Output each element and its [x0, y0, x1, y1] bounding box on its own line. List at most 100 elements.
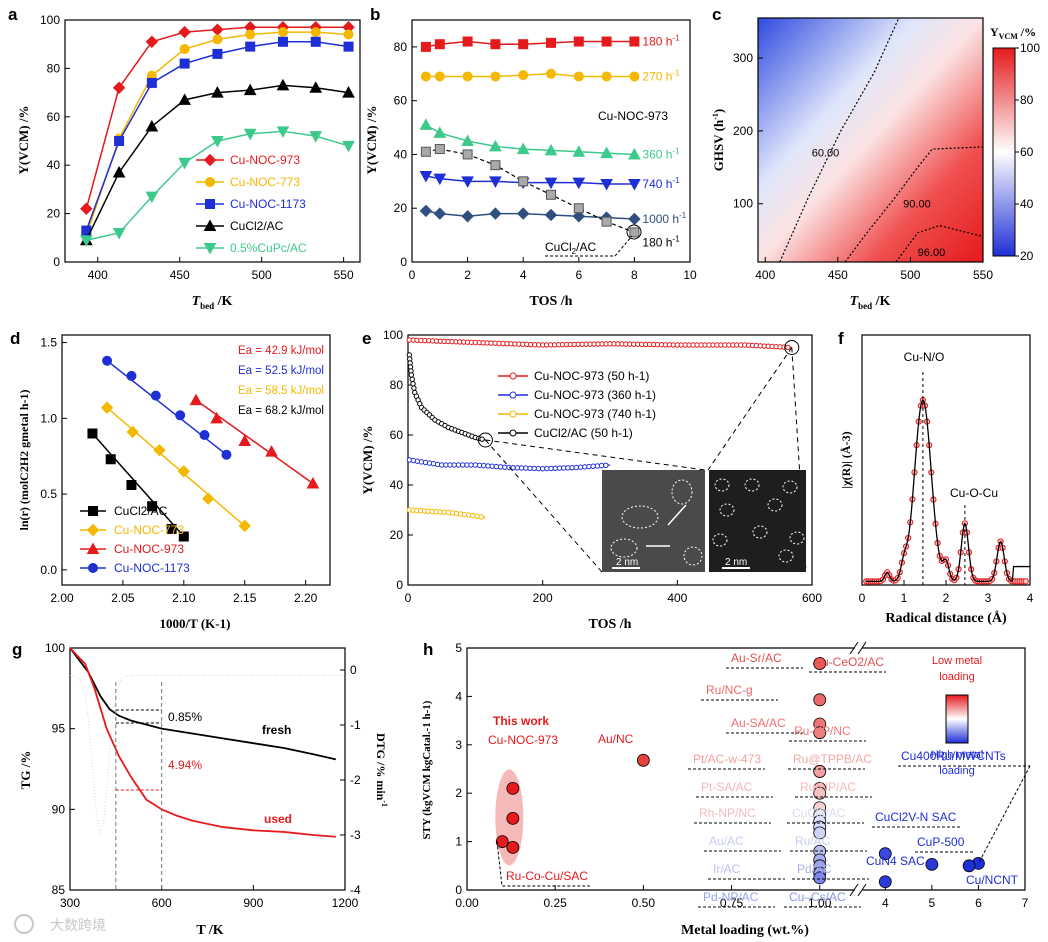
data-point-d — [166, 523, 177, 534]
x-tick-label: 2.10 — [172, 591, 196, 605]
data-point-d — [177, 465, 191, 478]
colorbar-label: loading — [939, 765, 974, 777]
data-point-h — [878, 875, 892, 889]
y-tick-label-right: -4 — [350, 883, 361, 897]
data-point-a — [243, 83, 257, 96]
watermark-text: 大数跨境 — [50, 917, 106, 933]
peak-label: Cu-N/O — [904, 350, 945, 364]
y-tick-label-right: -3 — [350, 828, 361, 842]
legend-marker — [205, 199, 215, 209]
highlight-circle — [784, 340, 800, 355]
cucl2-label: CuCl2/AC — [545, 240, 596, 256]
data-point-b — [628, 179, 641, 191]
x-axis-label: TOS /h — [530, 294, 573, 309]
contour-label: 90.00 — [903, 198, 931, 210]
point-label: Au/NC — [598, 732, 634, 746]
data-point-b — [572, 145, 586, 157]
data-point-d — [126, 425, 139, 439]
series-label: 1000 h-1 — [642, 211, 686, 226]
legend-marker — [86, 542, 100, 554]
series-line — [425, 124, 635, 156]
data-point-a — [211, 86, 224, 98]
data-point-e — [785, 344, 791, 350]
data-point-a — [212, 34, 223, 45]
data-point-d — [126, 480, 137, 490]
data-point-h — [636, 753, 650, 767]
data-point-b — [573, 71, 584, 82]
data-point-a — [79, 235, 93, 247]
data-point-b — [489, 207, 502, 220]
data-point-d — [153, 443, 166, 457]
x-tick-label: 8 — [631, 268, 638, 282]
plot-frame-h — [466, 647, 855, 891]
heatmap-area — [758, 18, 983, 262]
x-tick-label: 7 — [1022, 896, 1029, 910]
point-label: Au/AC — [709, 834, 744, 848]
data-point-d — [150, 390, 161, 401]
particle-marker — [782, 480, 798, 494]
y-tick-label: 80 — [394, 40, 408, 54]
series-line — [425, 148, 635, 233]
legend-entry: Cu-NOC-973 (360 h-1) — [534, 388, 656, 402]
contour-label: 60.00 — [812, 147, 840, 159]
data-point-b — [419, 170, 433, 183]
y-axis-label: GHSV (h-1) — [711, 109, 726, 171]
legend-entry: Cu-NOC-973 (740 h-1) — [534, 407, 656, 421]
x-tick-label: 400 — [88, 268, 108, 282]
ea-label: Ea = 68.2 kJ/mol — [238, 405, 324, 417]
data-point-h — [813, 765, 827, 778]
y-tick-label: 100 — [733, 197, 753, 211]
legend-entry: Cu-NOC-773 — [114, 523, 184, 537]
contour-96 — [895, 224, 984, 263]
x-tick-label: 0 — [859, 591, 866, 605]
x-tick-label: 2.15 — [233, 591, 257, 605]
data-point-a — [114, 136, 125, 146]
x-tick-label: 200 — [533, 591, 553, 605]
panel-letter: a — [8, 5, 18, 24]
point-label: Au-Sr/AC — [731, 651, 782, 665]
data-point-b — [433, 207, 447, 220]
series-line-Cu-NOC-773 — [85, 31, 349, 236]
particle-marker — [767, 498, 783, 512]
y-tick-label: 1.5 — [40, 336, 57, 350]
scale-bar-label: 2 nm — [616, 557, 638, 568]
point-label: Ir/AC — [713, 862, 741, 876]
y-tick-label: 85 — [52, 883, 66, 897]
series-line — [69, 647, 336, 838]
y-tick-label: 0.5 — [40, 487, 57, 501]
data-point-e — [478, 514, 484, 520]
colorbar — [945, 694, 969, 744]
this-work-label: Cu-NOC-973 — [488, 733, 558, 747]
x-tick-label: 0.50 — [632, 896, 656, 910]
data-point-b — [518, 70, 529, 81]
data-point-e — [474, 513, 480, 519]
data-point-d — [100, 401, 114, 414]
y-tick-label: 3 — [455, 738, 462, 752]
x-axis-label: Radical distance (Å) — [885, 610, 1007, 626]
data-point-a — [146, 77, 157, 88]
contour-60 — [779, 17, 900, 263]
data-point-h — [495, 835, 509, 848]
data-point-b — [490, 71, 501, 82]
data-point-b — [490, 39, 501, 50]
data-point-a — [243, 128, 257, 141]
legend-marker — [509, 391, 517, 399]
fit-line — [866, 398, 1030, 583]
data-point-b — [601, 216, 612, 227]
leader-line — [485, 439, 706, 471]
x-tick-label: 2.05 — [111, 591, 135, 605]
data-point-a — [178, 157, 191, 170]
panel-letter: d — [10, 329, 20, 348]
legend-entry: CuCl2/AC — [230, 219, 284, 233]
data-point-b — [628, 147, 641, 160]
data-point-h — [962, 859, 976, 873]
annotation-label: 4.94% — [168, 758, 202, 772]
y-tick-label: 40 — [390, 478, 404, 492]
y-tick-label: 40 — [47, 158, 61, 172]
data-point-b — [546, 189, 556, 200]
data-point-d — [175, 410, 186, 421]
data-point-b — [600, 179, 613, 191]
particle-marker — [719, 503, 735, 517]
data-point-e — [411, 385, 417, 391]
legend-entry: 0.5%CuPc/AC — [230, 241, 307, 255]
